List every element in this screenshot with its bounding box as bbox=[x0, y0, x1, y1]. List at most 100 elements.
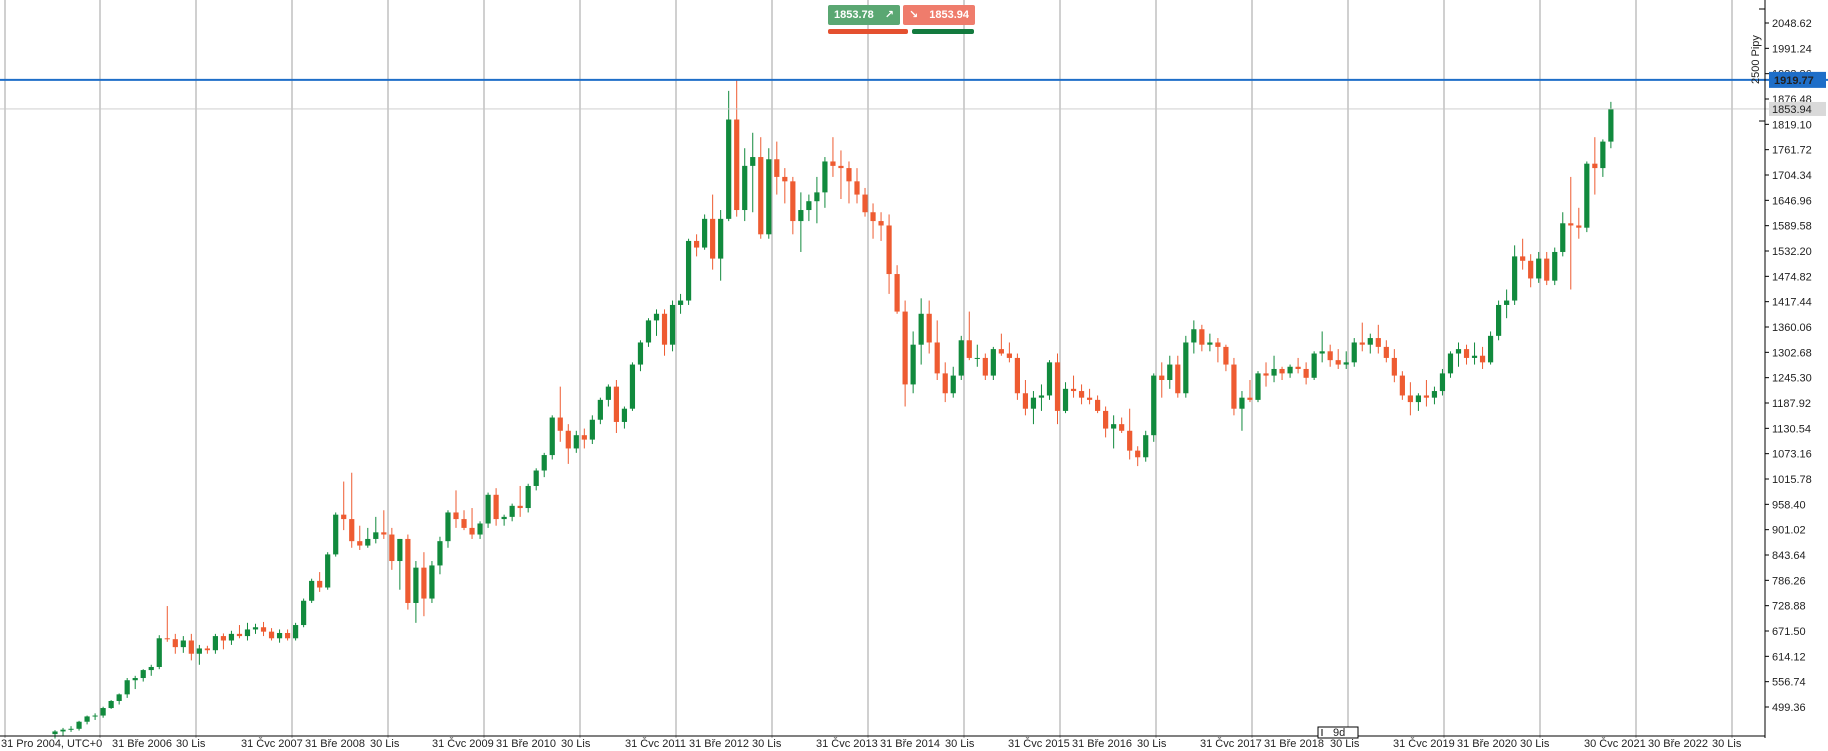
candle-body bbox=[1054, 362, 1061, 411]
candle-body bbox=[1038, 395, 1045, 398]
candle-body bbox=[1303, 368, 1309, 378]
candle-body bbox=[140, 670, 146, 679]
time-axis[interactable]: 31 Pro 2004, UTC+0 31 Bře 2006 30 Lis 31 Čv… bbox=[0, 726, 1765, 750]
period-marker[interactable] bbox=[1317, 726, 1359, 739]
candle bbox=[830, 137, 836, 177]
candle-body bbox=[1119, 424, 1125, 431]
candle bbox=[397, 538, 403, 590]
candle bbox=[597, 397, 603, 425]
candle bbox=[1399, 371, 1405, 400]
range-bracket bbox=[1759, 8, 1766, 122]
current-price-label: 1853.94 bbox=[1772, 104, 1812, 116]
candle bbox=[461, 510, 467, 531]
candle bbox=[1223, 344, 1229, 372]
candle bbox=[156, 635, 162, 670]
horizontal-line-price-tag[interactable] bbox=[1769, 71, 1826, 88]
candle bbox=[942, 362, 948, 403]
candle-body bbox=[1014, 357, 1020, 394]
candle bbox=[1006, 342, 1012, 363]
candle bbox=[124, 678, 130, 698]
candle-body bbox=[429, 565, 435, 599]
candle bbox=[525, 483, 531, 513]
sell-sentiment-bar bbox=[912, 29, 974, 34]
candle-body bbox=[220, 636, 227, 641]
candle bbox=[108, 700, 114, 709]
time-axis-label: 31 Čvc 2019 bbox=[1393, 737, 1455, 750]
candle-body bbox=[798, 210, 804, 222]
candle-body bbox=[1471, 355, 1478, 358]
price-tick-label: 614.12 bbox=[1772, 651, 1806, 663]
candle-body bbox=[581, 435, 587, 440]
price-tick-label: 1704.34 bbox=[1772, 170, 1812, 182]
buy-price-button[interactable]: 1853.78 ↗ bbox=[828, 5, 900, 25]
candle-body bbox=[1544, 258, 1550, 281]
candle bbox=[188, 633, 194, 661]
candle bbox=[573, 430, 579, 453]
candle-body bbox=[958, 340, 964, 376]
candle bbox=[1215, 338, 1221, 363]
candle bbox=[517, 485, 523, 517]
candle bbox=[926, 300, 932, 354]
price-tick-label: 1015.78 bbox=[1772, 474, 1812, 486]
price-axis[interactable]: 2048.621991.241933.861876.481819.101761.… bbox=[1750, 0, 1826, 738]
candle-body bbox=[1255, 373, 1261, 400]
price-tick-label: 1991.24 bbox=[1772, 43, 1812, 55]
candle-body bbox=[718, 218, 724, 259]
candle bbox=[629, 362, 636, 411]
candle-body bbox=[702, 218, 708, 248]
candle bbox=[1608, 101, 1614, 149]
candle bbox=[1303, 362, 1309, 385]
price-tick-label: 1360.06 bbox=[1772, 322, 1812, 334]
candle-body bbox=[734, 119, 740, 211]
candle-body bbox=[357, 541, 363, 546]
candle bbox=[734, 79, 740, 217]
candle-body bbox=[1584, 163, 1590, 228]
candle-body bbox=[870, 212, 876, 222]
candle-body bbox=[108, 700, 114, 709]
candle bbox=[854, 168, 860, 204]
candle bbox=[974, 344, 980, 367]
candle bbox=[1471, 342, 1478, 365]
candle-body bbox=[1335, 360, 1341, 365]
candle bbox=[1544, 251, 1550, 286]
candle bbox=[1552, 247, 1558, 286]
candle bbox=[1111, 415, 1117, 449]
candle-body bbox=[669, 304, 676, 345]
candle bbox=[341, 481, 347, 531]
candle-body bbox=[1528, 260, 1534, 279]
candle bbox=[1086, 388, 1093, 405]
candle-body bbox=[84, 716, 90, 722]
time-axis-label: 30 Lis bbox=[176, 738, 206, 750]
candle-body bbox=[1279, 368, 1285, 374]
candle bbox=[1167, 355, 1173, 389]
sell-price-button[interactable]: ↘ 1853.94 bbox=[903, 5, 975, 25]
candle bbox=[1319, 331, 1325, 363]
candle-body bbox=[1151, 375, 1157, 436]
candle-body bbox=[557, 417, 563, 431]
candle-body bbox=[1600, 141, 1606, 169]
candle bbox=[84, 715, 90, 725]
candle bbox=[1359, 322, 1365, 352]
candle-body bbox=[774, 159, 780, 177]
period-marker-label: 9d bbox=[1333, 727, 1345, 739]
candle bbox=[477, 521, 483, 539]
candle bbox=[790, 176, 796, 235]
candle-body bbox=[1111, 424, 1117, 429]
candle bbox=[1343, 351, 1349, 369]
candle bbox=[1487, 331, 1494, 365]
candle-body bbox=[76, 721, 82, 729]
time-axis-label: 30 Lis bbox=[945, 738, 975, 750]
candle bbox=[846, 161, 852, 204]
candle bbox=[293, 622, 299, 641]
candle bbox=[653, 309, 660, 336]
candle bbox=[1327, 344, 1333, 367]
candle bbox=[1528, 254, 1534, 288]
candle-body bbox=[1351, 342, 1357, 363]
candle bbox=[998, 333, 1004, 356]
candle bbox=[1568, 176, 1574, 290]
candle-body bbox=[613, 386, 619, 422]
price-tick-label: 671.50 bbox=[1772, 626, 1806, 638]
time-axis-label: 31 Bře 2014 bbox=[880, 738, 940, 750]
candle bbox=[605, 384, 611, 407]
